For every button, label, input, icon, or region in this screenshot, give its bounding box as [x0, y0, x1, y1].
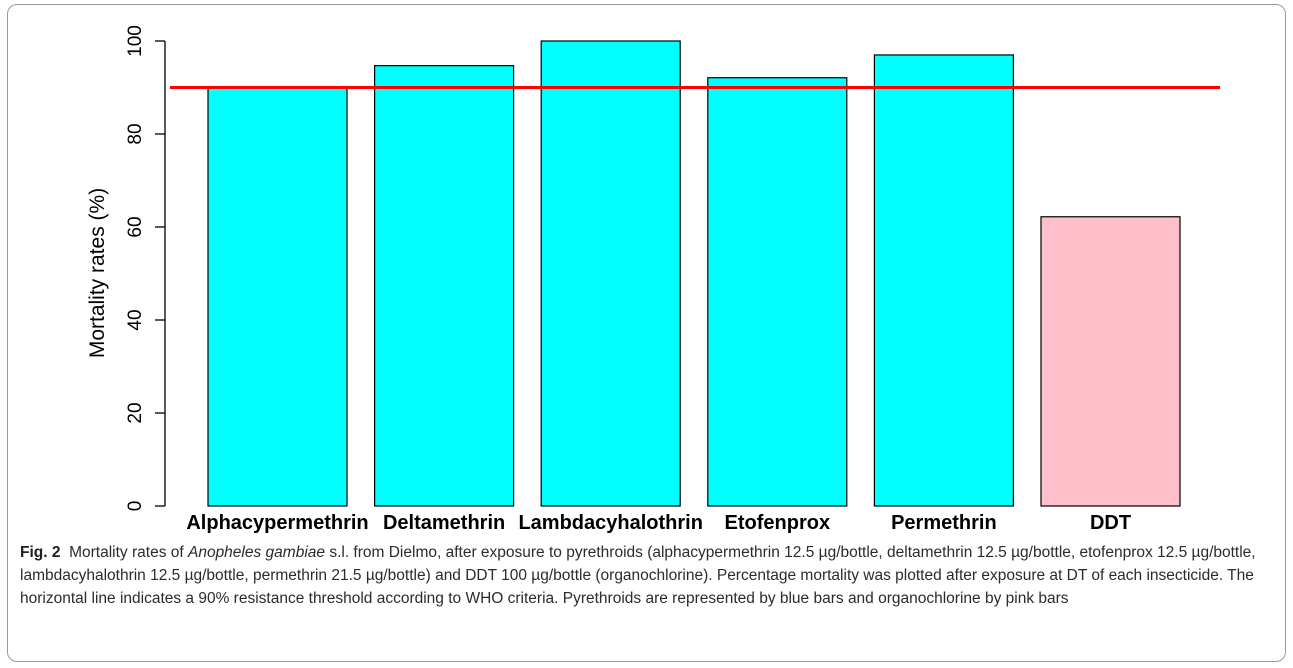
x-tick-label: Permethrin	[891, 512, 997, 534]
bar-lambdacyhalothrin	[540, 40, 681, 507]
x-axis-labels: Alphacypermethrin Deltamethrin Lambdacyhal…	[186, 512, 1131, 534]
x-tick-label: Etofenprox	[725, 512, 831, 534]
y-axis-title: Mortality rates (%)	[86, 188, 109, 358]
bar-alphacypermethrin	[207, 86, 348, 507]
y-tick-label: 60	[125, 216, 146, 237]
x-tick-label: DDT	[1090, 512, 1131, 534]
bar-ddt	[1040, 216, 1181, 507]
x-tick-label: Alphacypermethrin	[186, 512, 368, 534]
bar-deltamethrin	[374, 65, 515, 507]
bar-etofenprox	[707, 77, 848, 507]
caption-text-1: Mortality rates of	[69, 544, 188, 561]
y-tick-label: 100	[125, 25, 146, 57]
y-axis: 0 20 40 60 80 100	[125, 25, 166, 512]
x-tick-label: Lambdacyhalothrin	[518, 512, 702, 534]
x-tick-label: Deltamethrin	[383, 512, 505, 534]
bar-chart: 0 20 40 60 80 100 Alphacypermethrin Deltamethr…	[86, 25, 1220, 534]
figure-caption: Fig. 2 Mortality rates of Anopheles gamb…	[20, 541, 1270, 610]
caption-text-2: s.l. from Dielmo, after exposure to pyre…	[20, 544, 1256, 607]
figure-label: Fig. 2	[20, 544, 61, 561]
y-tick-label: 80	[125, 123, 146, 144]
caption-species: Anopheles gambiae	[187, 544, 326, 561]
y-tick-label: 0	[125, 501, 146, 512]
y-tick-label: 20	[125, 402, 146, 423]
bar-permethrin	[873, 54, 1015, 507]
bars	[207, 40, 1181, 507]
y-tick-label: 40	[125, 309, 146, 330]
